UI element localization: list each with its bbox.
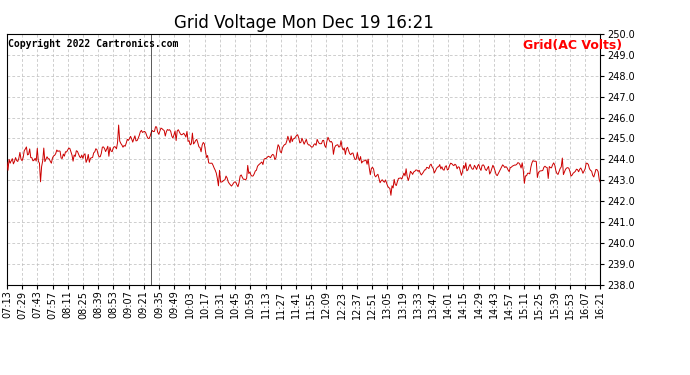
Text: Copyright 2022 Cartronics.com: Copyright 2022 Cartronics.com [8, 39, 179, 49]
Text: Grid(AC Volts): Grid(AC Volts) [523, 39, 622, 52]
Title: Grid Voltage Mon Dec 19 16:21: Grid Voltage Mon Dec 19 16:21 [174, 14, 433, 32]
